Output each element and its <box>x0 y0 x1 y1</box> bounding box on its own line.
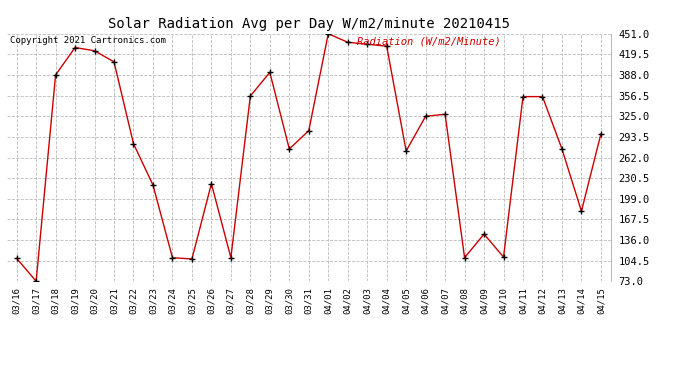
Title: Solar Radiation Avg per Day W/m2/minute 20210415: Solar Radiation Avg per Day W/m2/minute … <box>108 17 510 31</box>
Text: Copyright 2021 Cartronics.com: Copyright 2021 Cartronics.com <box>10 36 166 45</box>
Text: Radiation (W/m2/Minute): Radiation (W/m2/Minute) <box>357 36 501 46</box>
